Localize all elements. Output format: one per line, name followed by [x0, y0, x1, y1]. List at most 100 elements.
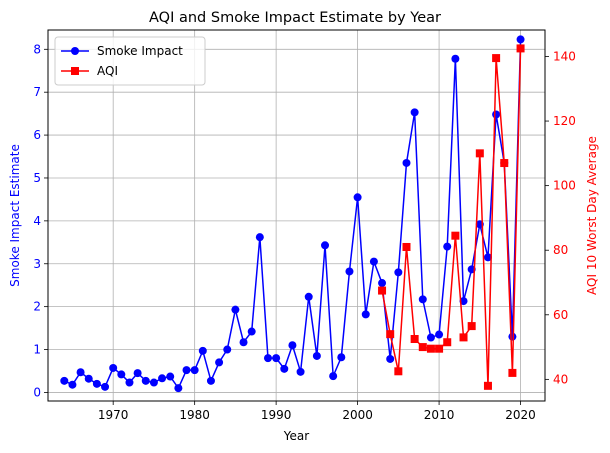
left-y-tick-label: 4 [33, 214, 41, 228]
plot-series [60, 35, 525, 393]
data-point-smoke-impact [426, 333, 435, 342]
data-point-smoke-impact [378, 279, 387, 288]
x-tick-label: 1990 [261, 408, 292, 422]
data-point-smoke-impact [182, 366, 191, 375]
data-point-smoke-impact [508, 332, 517, 341]
x-tick-label: 1970 [98, 408, 129, 422]
data-point-smoke-impact [206, 376, 215, 385]
data-point-smoke-impact [492, 110, 501, 119]
data-point-aqi [467, 322, 476, 331]
data-point-smoke-impact [361, 310, 370, 319]
data-point-aqi [394, 367, 403, 376]
data-point-smoke-impact [435, 330, 444, 339]
data-point-smoke-impact [386, 354, 395, 363]
data-point-smoke-impact [92, 379, 101, 388]
data-point-smoke-impact [483, 253, 492, 262]
data-point-smoke-impact [223, 345, 232, 354]
data-point-aqi [483, 381, 492, 390]
right-y-tick-label: 100 [553, 179, 576, 193]
legend-label-aqi: AQI [97, 64, 118, 78]
data-point-smoke-impact [418, 295, 427, 304]
data-point-aqi [451, 231, 460, 240]
data-point-aqi [500, 159, 509, 168]
data-point-smoke-impact [369, 257, 378, 266]
right-y-axis-label: AQI 10 Worst Day Average [585, 136, 599, 295]
data-point-aqi [516, 44, 525, 53]
data-point-smoke-impact [84, 374, 93, 383]
series-line-aqi [381, 48, 522, 387]
data-point-smoke-impact [304, 292, 313, 301]
data-point-aqi [378, 286, 387, 295]
right-y-tick-label: 80 [553, 243, 568, 257]
data-point-smoke-impact [516, 35, 525, 44]
data-point-aqi [426, 344, 435, 353]
data-point-smoke-impact [125, 378, 134, 387]
chart-title: AQI and Smoke Impact Estimate by Year [149, 10, 441, 26]
data-point-smoke-impact [296, 367, 305, 376]
data-point-smoke-impact [109, 363, 118, 372]
data-point-smoke-impact [190, 366, 199, 375]
data-point-smoke-impact [60, 376, 69, 385]
data-point-smoke-impact [247, 327, 256, 336]
data-point-aqi [443, 338, 452, 347]
data-point-smoke-impact [402, 158, 411, 167]
data-point-smoke-impact [101, 382, 110, 391]
left-y-tick-label: 8 [33, 42, 41, 56]
data-point-aqi [410, 335, 419, 344]
data-point-smoke-impact [141, 376, 150, 385]
legend-marker-smoke-impact [71, 47, 79, 55]
data-point-smoke-impact [68, 380, 77, 389]
right-y-tick-label: 60 [553, 308, 568, 322]
axes: 1970 1980 1990 2000 2010 2020 0 1 2 3 4 5 6 7 8 40 60 80 1… [33, 42, 576, 422]
x-tick-label: 1980 [179, 408, 210, 422]
data-point-smoke-impact [443, 242, 452, 251]
data-point-smoke-impact [117, 370, 126, 379]
data-point-aqi [475, 149, 484, 158]
legend: Smoke Impact AQI [54, 36, 206, 86]
left-y-tick-label: 3 [33, 257, 41, 271]
left-y-tick-label: 0 [33, 385, 41, 399]
legend-box [54, 36, 206, 86]
data-point-smoke-impact [215, 358, 224, 367]
data-point-smoke-impact [321, 241, 330, 250]
data-point-smoke-impact [329, 372, 338, 381]
data-point-aqi [508, 368, 517, 377]
data-point-aqi [492, 54, 501, 63]
left-y-axis-label: Smoke Impact Estimate [8, 144, 22, 287]
data-point-smoke-impact [166, 372, 175, 381]
plot-frame [47, 29, 546, 402]
data-point-aqi [459, 333, 468, 342]
data-point-smoke-impact [345, 267, 354, 276]
left-y-tick-label: 5 [33, 171, 41, 185]
x-tick-label: 2010 [424, 408, 455, 422]
legend-label-smoke-impact: Smoke Impact [97, 44, 183, 58]
left-y-tick-label: 2 [33, 300, 41, 314]
data-point-aqi [402, 242, 411, 251]
data-point-aqi [386, 330, 395, 339]
data-point-smoke-impact [76, 368, 85, 377]
data-point-smoke-impact [353, 193, 362, 202]
legend-marker-aqi [71, 67, 79, 75]
data-point-smoke-impact [288, 341, 297, 350]
data-point-smoke-impact [174, 384, 183, 393]
data-point-smoke-impact [133, 369, 142, 378]
data-point-aqi [418, 343, 427, 352]
data-point-smoke-impact [198, 346, 207, 355]
left-y-tick-label: 7 [33, 85, 41, 99]
data-point-smoke-impact [280, 364, 289, 373]
data-point-smoke-impact [272, 354, 281, 363]
left-y-tick-label: 1 [33, 343, 41, 357]
right-y-tick-label: 40 [553, 372, 568, 386]
data-point-smoke-impact [149, 378, 158, 387]
data-point-smoke-impact [231, 305, 240, 314]
x-axis-label: Year [283, 429, 309, 443]
data-point-smoke-impact [255, 233, 264, 242]
left-y-tick-label: 6 [33, 128, 41, 142]
data-point-smoke-impact [451, 54, 460, 63]
x-tick-label: 2000 [342, 408, 373, 422]
data-point-smoke-impact [312, 351, 321, 360]
data-point-smoke-impact [410, 108, 419, 117]
data-point-smoke-impact [239, 338, 248, 347]
data-point-aqi [435, 344, 444, 353]
